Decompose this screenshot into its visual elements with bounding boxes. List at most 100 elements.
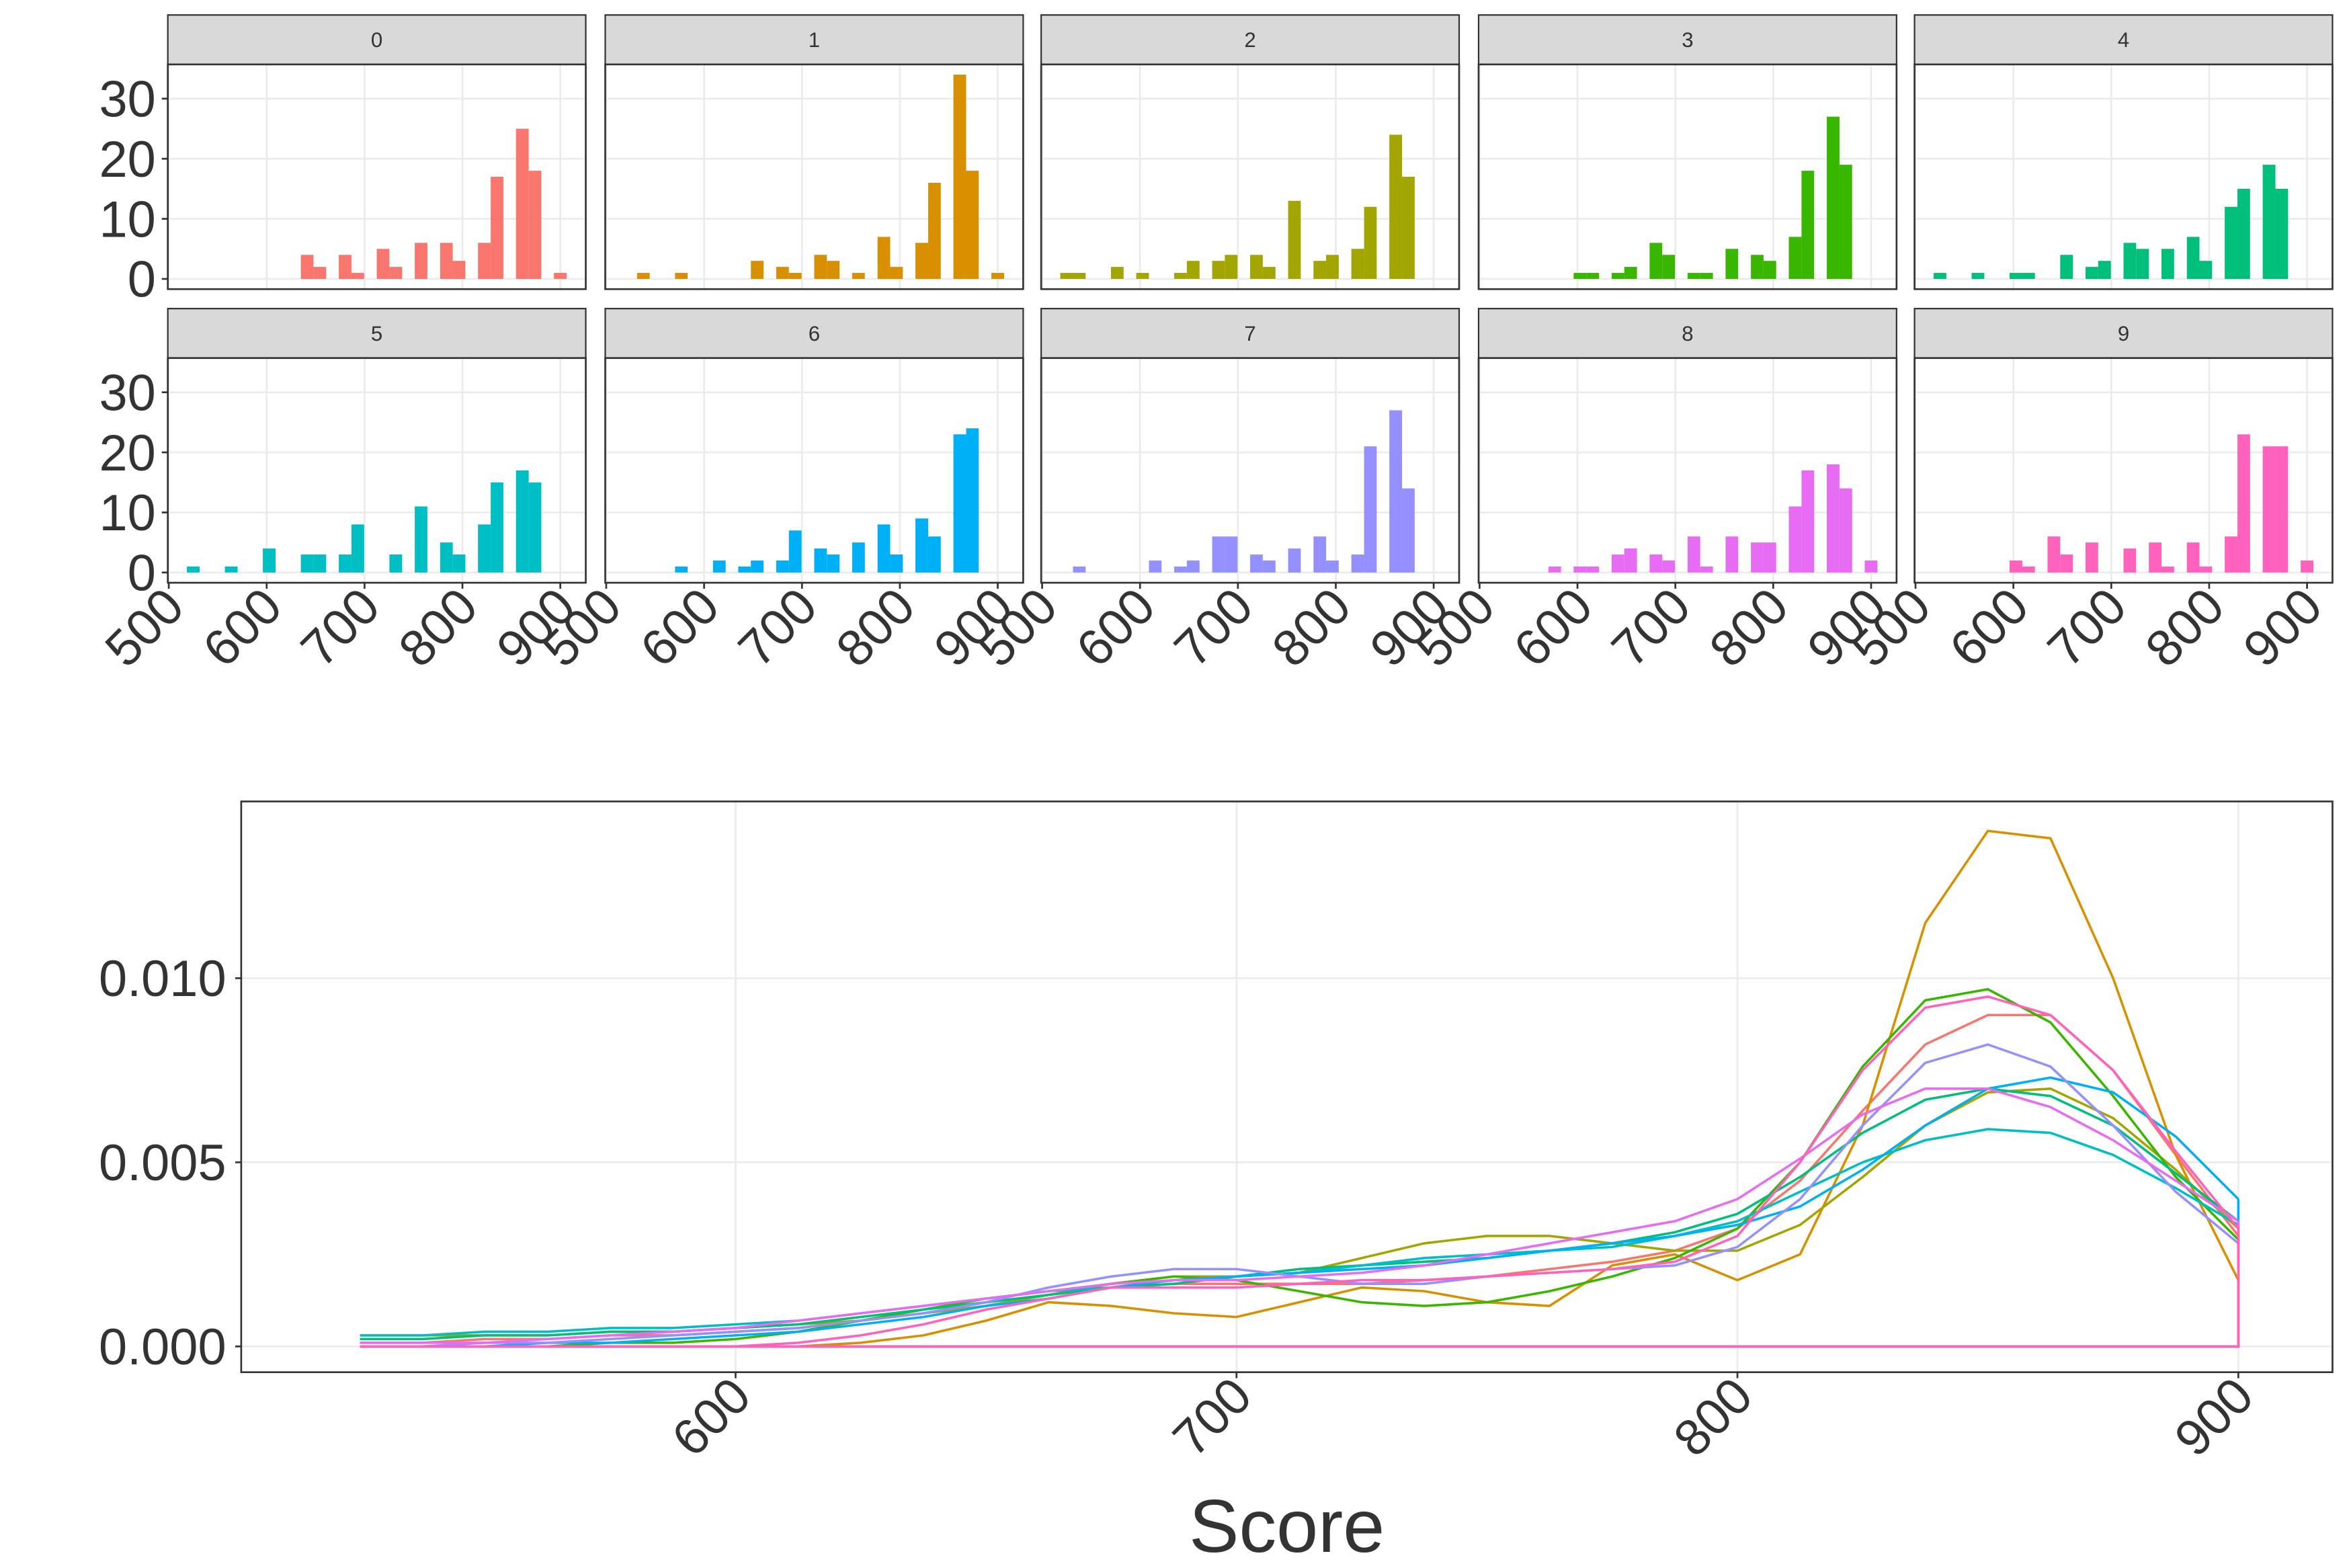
bar (1624, 548, 1637, 573)
y-tick-label: 10 (99, 485, 156, 542)
bar (1389, 134, 1403, 279)
x-tick-label: 800 (1663, 1367, 1763, 1467)
strip (1040, 308, 1460, 359)
bar (1649, 243, 1663, 279)
bar (313, 554, 327, 573)
bar (953, 75, 966, 279)
bar (300, 554, 314, 573)
bar (2086, 542, 2098, 573)
density-line (360, 995, 2239, 1348)
bar (1725, 249, 1739, 279)
panel-border (1040, 63, 1460, 290)
x-tick-label: 700 (2037, 577, 2137, 677)
density-base (360, 1229, 2240, 1348)
bar (1971, 273, 1985, 279)
bar (1751, 542, 1764, 573)
bar (1364, 446, 1377, 573)
bar (1687, 273, 1700, 279)
strip-label: 2 (1244, 28, 1255, 52)
y-tick-label: 0.005 (99, 1134, 226, 1192)
x-tick-label: 700 (1163, 577, 1264, 677)
bar (751, 261, 764, 279)
bar (1573, 273, 1587, 279)
bar (675, 566, 688, 573)
bar (478, 524, 491, 573)
bar (1389, 410, 1403, 573)
bar (1174, 273, 1187, 279)
bar (915, 243, 928, 279)
bar (1136, 273, 1149, 279)
strip (1040, 14, 1460, 65)
bar (1225, 536, 1238, 573)
bar (528, 171, 542, 279)
bar (2149, 542, 2162, 573)
bar (1611, 273, 1624, 279)
bar (675, 273, 688, 279)
bar (1864, 560, 1878, 573)
bar (528, 482, 542, 573)
density-line (360, 988, 2239, 1348)
bar (415, 243, 427, 279)
bar (1801, 171, 1815, 279)
bar (1700, 273, 1713, 279)
bar (224, 566, 238, 573)
y-tick-label: 0.010 (99, 950, 226, 1007)
bar (1662, 255, 1676, 279)
strip (1913, 308, 2334, 359)
y-tick-label: 20 (99, 131, 156, 188)
bar (2275, 446, 2289, 573)
bar (478, 243, 491, 279)
bar (2161, 566, 2174, 573)
bar (991, 273, 1004, 279)
bar (2022, 566, 2035, 573)
panel-border (604, 63, 1024, 290)
strip-label: 5 (371, 322, 382, 345)
bar (966, 171, 979, 279)
bar (788, 273, 802, 279)
bar (351, 524, 364, 573)
strip-label: 0 (371, 28, 382, 52)
bar (751, 560, 764, 573)
bar (1687, 536, 1700, 573)
bar (814, 548, 827, 573)
bar (187, 566, 200, 573)
bar (263, 548, 276, 573)
bar (2060, 554, 2073, 573)
bar (915, 518, 928, 573)
bar (1826, 464, 1840, 573)
bar (1586, 273, 1600, 279)
bar (827, 554, 840, 573)
bar (2186, 237, 2200, 279)
bar (852, 273, 865, 279)
bar (2186, 542, 2200, 573)
y-tick-label: 20 (99, 425, 156, 482)
bar (1186, 261, 1200, 279)
bar (1573, 566, 1587, 573)
x-tick-label: 600 (1065, 577, 1165, 677)
bar (1624, 267, 1637, 279)
bar (1725, 536, 1739, 573)
bar (2262, 446, 2276, 573)
strip (1477, 14, 1897, 65)
bar (2009, 560, 2022, 573)
bar (1212, 261, 1225, 279)
panel-border (1477, 63, 1898, 290)
bar (1174, 566, 1187, 573)
bar (1364, 206, 1377, 279)
bar (1326, 255, 1339, 279)
bar (2123, 548, 2137, 573)
bar (1751, 255, 1764, 279)
panel-border (604, 357, 1024, 584)
bar (928, 536, 941, 573)
bar (966, 428, 979, 573)
bar (1611, 554, 1624, 573)
bar (827, 261, 840, 279)
bar (1402, 177, 1415, 279)
bar (1149, 560, 1162, 573)
bar (1763, 261, 1776, 279)
bar (2237, 188, 2250, 279)
bar (890, 267, 903, 279)
density-line (360, 1087, 2239, 1344)
panel-border (1040, 357, 1460, 584)
